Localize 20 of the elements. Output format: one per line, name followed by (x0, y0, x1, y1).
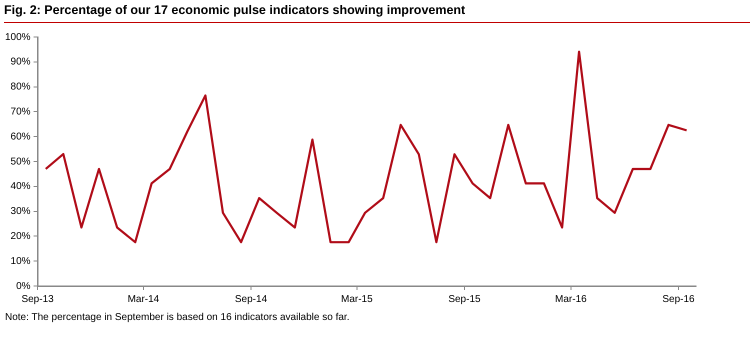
text: Note: The percentage in September is based on 16 indicators available so far. (5, 312, 350, 324)
x-tick-label: Mar-14 (128, 294, 160, 305)
x-tick-label: Sep-14 (234, 294, 268, 305)
y-tick-label: 60% (10, 131, 31, 142)
x-tick-label: Sep-16 (662, 294, 696, 305)
y-tick-label: 90% (10, 56, 31, 68)
y-tick-label: 70% (10, 106, 31, 118)
y-tick-label: 10% (10, 256, 31, 267)
x-tick-label: Sep-15 (448, 294, 481, 305)
y-tick-label: 80% (10, 82, 31, 93)
y-tick-label: 40% (10, 181, 31, 192)
y-tick-label: 100% (5, 32, 31, 43)
y-tick-label: 50% (10, 156, 31, 168)
chart-title: Fig. 2: Percentage of our 17 economic pulse indicators showing improvement (4, 3, 750, 23)
x-tick-label: Mar-16 (555, 294, 588, 305)
y-tick-label: 30% (10, 206, 31, 218)
y-tick-label: 0% (16, 280, 31, 292)
y-tick-label: 20% (10, 230, 31, 242)
x-tick-label: Sep-13 (21, 294, 54, 305)
x-tick-label: Mar-15 (341, 294, 374, 305)
